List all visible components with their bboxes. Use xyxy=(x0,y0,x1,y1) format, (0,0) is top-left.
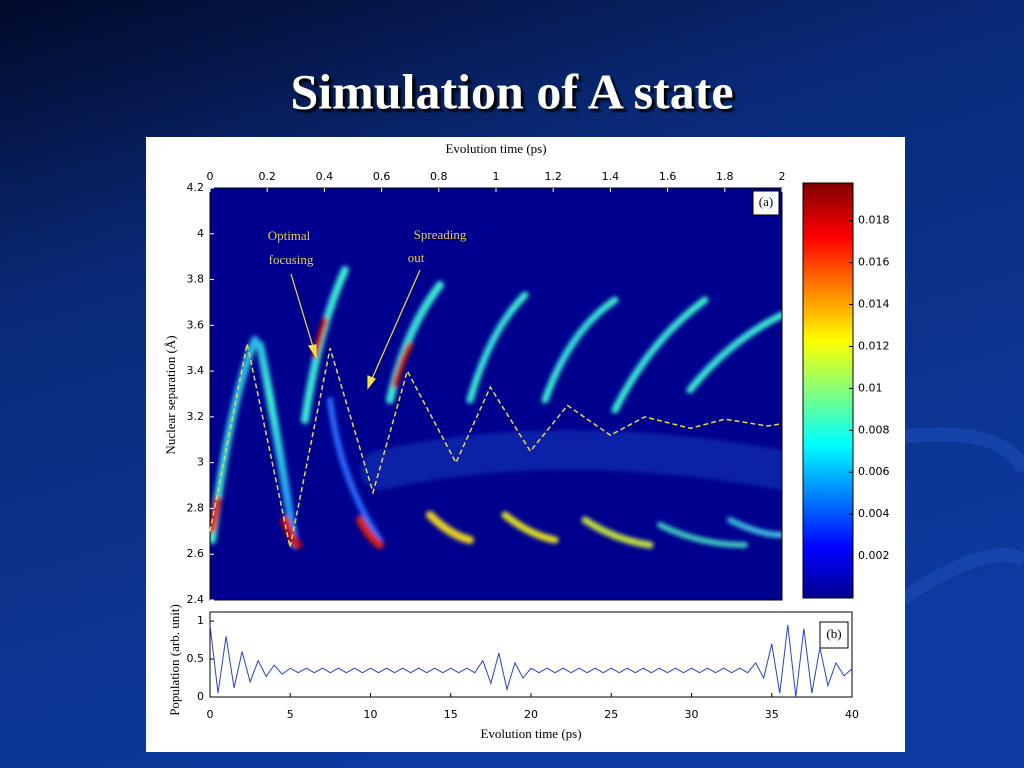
x-tick-label: 30 xyxy=(685,708,699,721)
x-tick-label: 40 xyxy=(845,708,859,721)
x-axis-title: Evolution time (ps) xyxy=(445,141,546,156)
x-tick-label: 15 xyxy=(444,708,458,721)
colorbar-tick-label: 0.002 xyxy=(858,549,890,562)
x-tick-label: 1 xyxy=(493,170,500,183)
y-tick-label: 4.2 xyxy=(187,181,205,194)
colorbar-tick-label: 0.006 xyxy=(858,465,890,478)
y-tick-label: 3.2 xyxy=(187,410,205,423)
colorbar-tick-label: 0.004 xyxy=(858,507,890,520)
slide-title: Simulation of A state xyxy=(290,63,733,119)
y-tick-label: 0.5 xyxy=(187,652,205,665)
panel-label: (a) xyxy=(759,194,773,209)
colorbar-tick-label: 0.014 xyxy=(858,298,890,311)
x-tick-label: 20 xyxy=(524,708,538,721)
panel-label: (b) xyxy=(826,626,841,641)
y-tick-label: 2.8 xyxy=(187,501,205,514)
colorbar-tick-label: 0.016 xyxy=(858,256,890,269)
x-tick-label: 10 xyxy=(364,708,378,721)
y-axis-title: Nuclear separation (Å) xyxy=(163,335,178,454)
y-tick-label: 3.6 xyxy=(187,318,205,331)
density-streaks xyxy=(210,266,782,549)
x-tick-label: 0.6 xyxy=(373,170,391,183)
x-tick-label: 0.2 xyxy=(258,170,276,183)
x-tick-label: 0.8 xyxy=(430,170,448,183)
annotation: out xyxy=(408,250,425,265)
x-tick-label: 0.4 xyxy=(316,170,334,183)
annotation-arrows xyxy=(290,269,421,390)
y-tick-label: 0 xyxy=(197,690,204,703)
x-tick-label: 1.8 xyxy=(716,170,734,183)
y-tick-label: 3.4 xyxy=(187,364,205,377)
x-tick-label: 0 xyxy=(207,708,214,721)
colorbar-tick-label: 0.008 xyxy=(858,423,890,436)
colorbar xyxy=(802,182,854,599)
colorbar-tick-label: 0.01 xyxy=(858,381,883,394)
expectation-line xyxy=(209,343,783,548)
y-tick-label: 2.6 xyxy=(187,547,205,560)
x-tick-label: 1.6 xyxy=(659,170,677,183)
x-tick-label: 1.2 xyxy=(544,170,562,183)
x-tick-label: 35 xyxy=(765,708,779,721)
x-axis-title: Evolution time (ps) xyxy=(480,726,581,741)
x-tick-label: 25 xyxy=(604,708,618,721)
panel-label-box xyxy=(819,621,849,649)
x-tick-label: 1.4 xyxy=(602,170,620,183)
x-tick-label: 0 xyxy=(207,170,214,183)
colorbar-tick-label: 0.012 xyxy=(858,339,890,352)
x-tick-label: 2 xyxy=(779,170,786,183)
x-tick-label: 5 xyxy=(287,708,294,721)
y-axis-title: Population (arb. unit) xyxy=(167,604,182,716)
panel-label-box xyxy=(752,190,780,216)
decoration xyxy=(878,427,1024,606)
y-tick-label: 3 xyxy=(197,456,204,469)
y-tick-label: 2.4 xyxy=(187,593,205,606)
y-tick-label: 1 xyxy=(197,614,204,627)
annotation: focusing xyxy=(269,252,314,267)
annotation: Optimal xyxy=(268,228,311,243)
population-line xyxy=(209,624,853,698)
y-tick-label: 4 xyxy=(197,227,204,240)
annotations: Optimal focusing Spreading out xyxy=(268,227,467,267)
y-tick-label: 3.8 xyxy=(187,273,205,286)
colorbar-tick-label: 0.018 xyxy=(858,214,890,227)
annotation: Spreading xyxy=(414,227,467,242)
